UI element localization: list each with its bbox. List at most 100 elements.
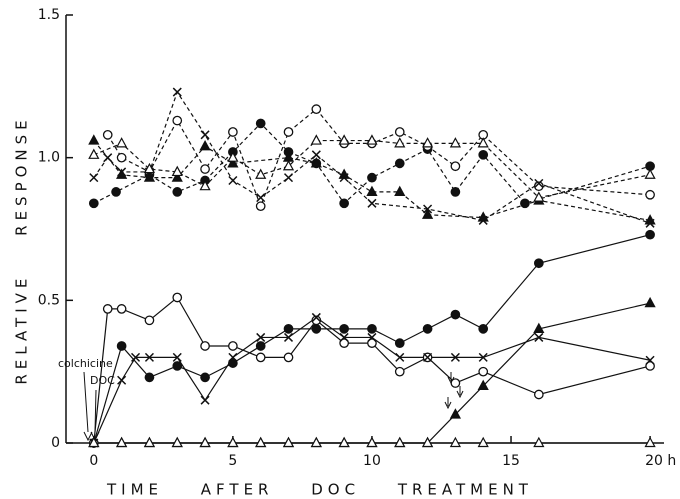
marker (533, 436, 545, 448)
marker (421, 436, 434, 448)
marker (131, 352, 141, 362)
marker (200, 341, 210, 351)
annotation: DOC (90, 374, 115, 387)
marker (644, 214, 656, 225)
marker (255, 352, 266, 363)
marker (478, 366, 489, 377)
marker (283, 332, 294, 342)
marker (111, 187, 121, 197)
marker (477, 137, 489, 148)
marker (367, 198, 377, 208)
marker (449, 436, 462, 448)
marker (255, 118, 266, 129)
x-tick-label: 20 h (645, 453, 676, 469)
marker (394, 366, 405, 377)
marker (477, 436, 489, 448)
marker (88, 198, 99, 209)
marker (103, 153, 113, 163)
marker (200, 395, 210, 405)
marker (116, 152, 127, 163)
marker (533, 258, 544, 269)
marker (645, 361, 655, 371)
marker (255, 436, 267, 448)
marker (199, 139, 211, 151)
marker (478, 352, 488, 362)
marker (283, 173, 294, 183)
marker (450, 309, 461, 320)
marker (366, 185, 378, 197)
marker (449, 408, 462, 419)
marker (228, 341, 238, 351)
marker (394, 127, 405, 137)
marker (255, 168, 267, 179)
series-line (93, 90, 651, 224)
annotation: colchicine (58, 357, 113, 370)
marker (89, 173, 99, 183)
y-tick-label: 0.5 (38, 292, 60, 308)
marker (367, 172, 377, 183)
marker (256, 193, 266, 203)
marker (338, 436, 350, 448)
x-axis-label: TIME AFTER DOC TREATMENT (106, 481, 533, 499)
marker (199, 436, 211, 448)
marker (143, 436, 156, 448)
marker (143, 171, 156, 182)
marker (421, 137, 434, 148)
marker (534, 332, 544, 342)
marker (394, 158, 405, 169)
marker (116, 168, 128, 179)
marker (283, 352, 294, 363)
marker (478, 149, 489, 160)
marker (116, 341, 127, 351)
marker (366, 436, 378, 448)
marker (534, 178, 544, 188)
marker (310, 134, 322, 145)
series-line (93, 296, 651, 444)
marker (450, 161, 461, 172)
marker (423, 352, 433, 362)
marker (116, 137, 128, 148)
marker (228, 175, 238, 186)
annotation-arrow (83, 371, 100, 442)
marker (172, 352, 182, 362)
marker (311, 315, 322, 326)
marker (227, 157, 239, 168)
marker (228, 127, 238, 137)
marker (645, 189, 655, 200)
marker (144, 315, 155, 326)
marker (339, 332, 349, 342)
marker (533, 191, 545, 202)
marker (311, 104, 322, 115)
marker (311, 312, 321, 322)
marker (477, 211, 489, 222)
marker (172, 361, 183, 371)
marker (144, 352, 154, 362)
marker (478, 324, 489, 334)
marker (171, 171, 183, 182)
marker (88, 134, 100, 145)
marker (450, 187, 461, 197)
marker (200, 130, 210, 140)
marker (200, 372, 210, 383)
marker (144, 372, 155, 383)
marker (533, 389, 544, 400)
marker (339, 198, 349, 209)
marker (282, 436, 295, 448)
marker (256, 332, 266, 342)
marker (395, 352, 405, 362)
series-line (93, 316, 651, 444)
marker (199, 179, 211, 191)
marker (367, 338, 377, 348)
marker (520, 198, 530, 209)
marker (102, 129, 113, 140)
marker (450, 352, 460, 362)
marker (367, 324, 377, 334)
marker (394, 137, 406, 148)
marker (228, 352, 238, 362)
marker (228, 358, 238, 368)
marker (282, 159, 295, 171)
marker (117, 375, 127, 385)
marker (338, 134, 350, 145)
marker (311, 150, 321, 160)
